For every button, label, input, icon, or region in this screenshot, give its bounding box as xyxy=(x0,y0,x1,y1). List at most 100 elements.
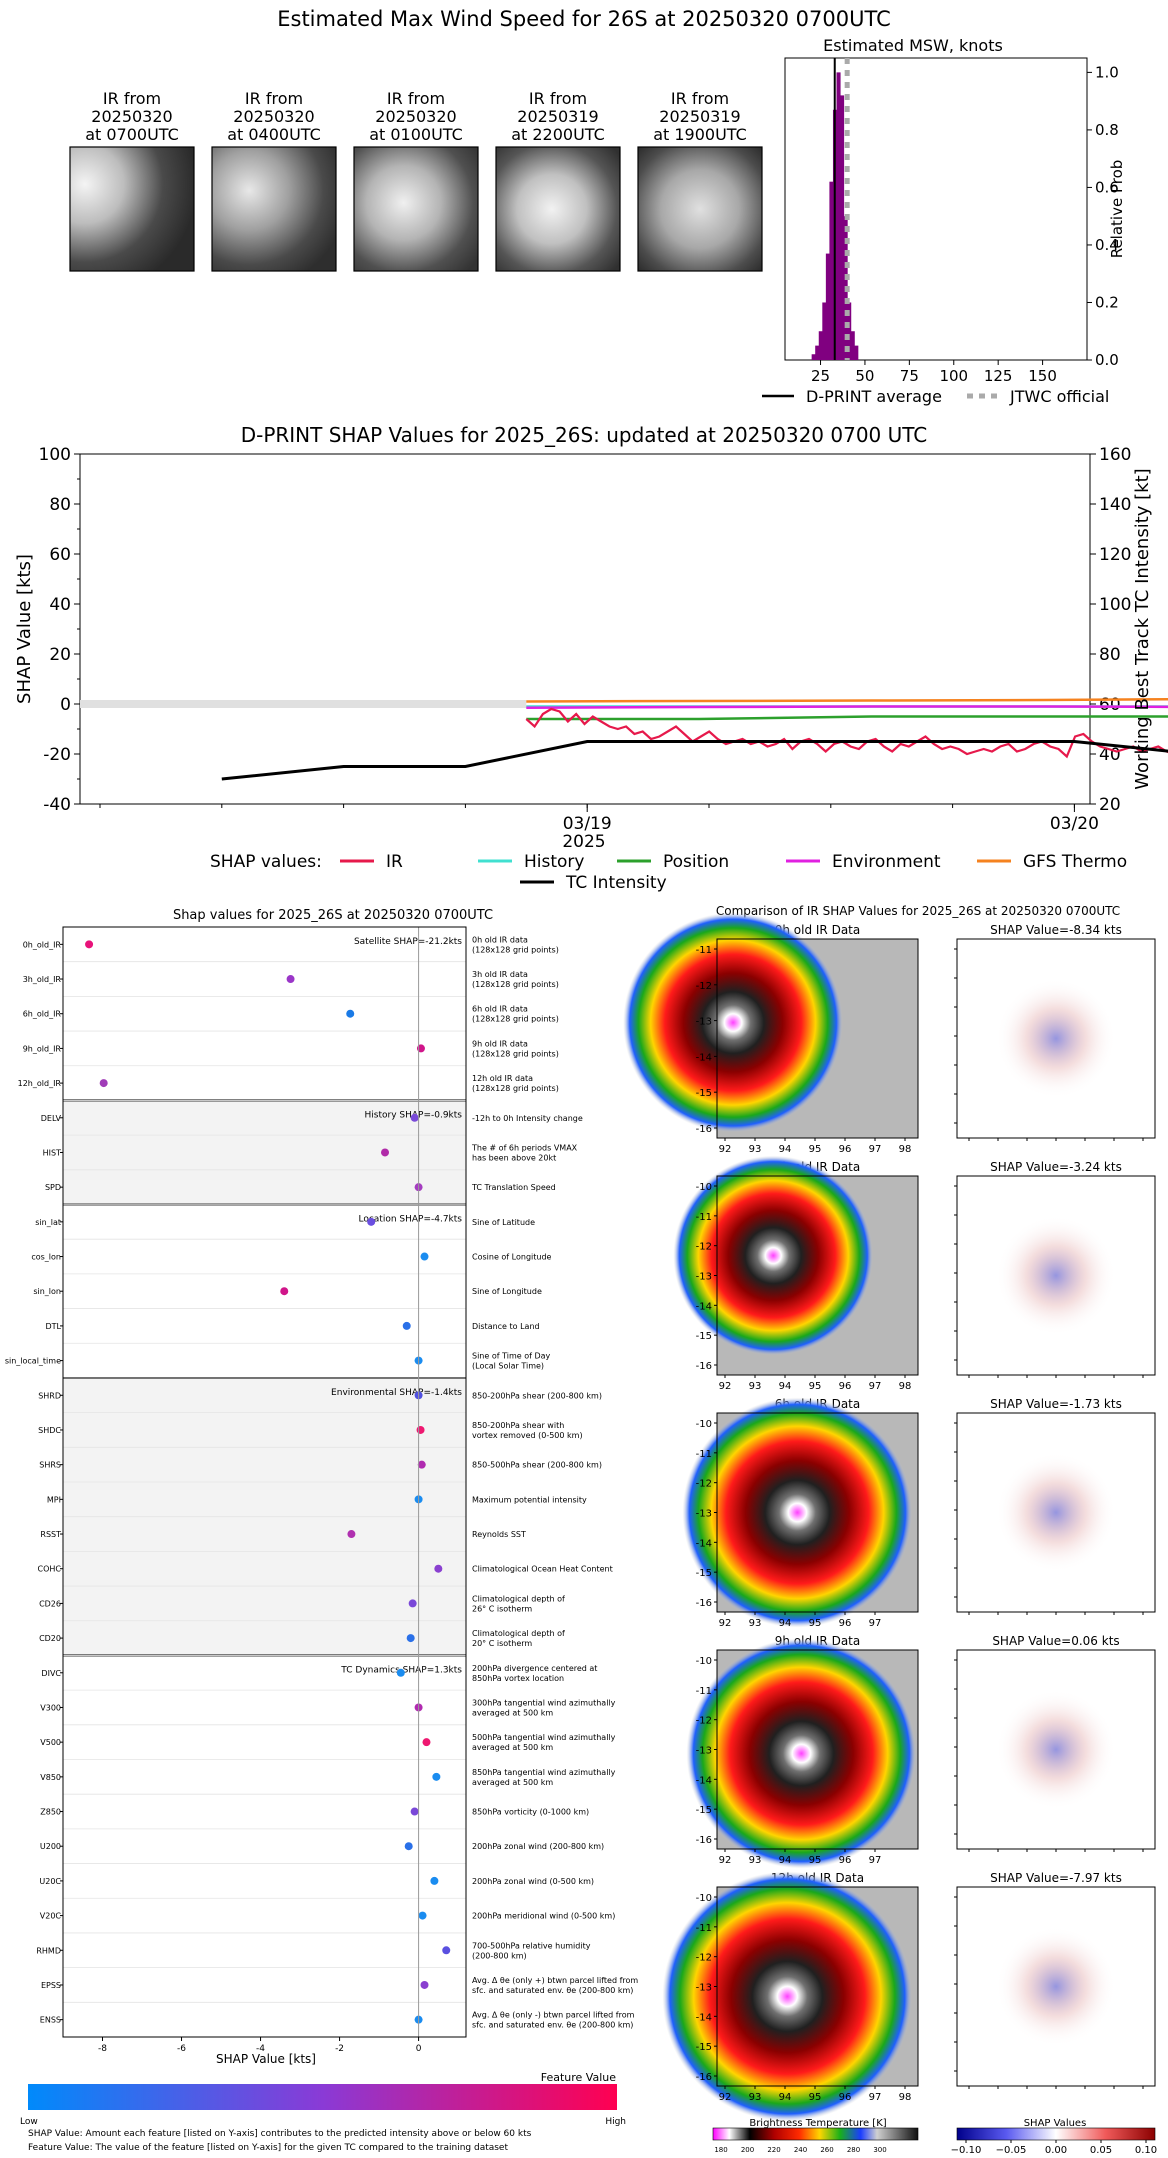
ir-x-tick-label: 94 xyxy=(779,1855,792,1866)
ir-y-tick-label: -16 xyxy=(696,1598,712,1609)
feature-panel-x-label: SHAP Value [kts] xyxy=(216,2052,316,2066)
feature-name-label: SHRD xyxy=(38,1391,61,1400)
shap-panel-title: SHAP Value=0.06 kts xyxy=(992,1634,1119,1648)
ir-thumbnail-image xyxy=(69,146,195,272)
ir-x-tick-label: 97 xyxy=(869,1855,882,1866)
histogram-y-label: Relative Prob xyxy=(1108,160,1126,259)
shap-panel-title: SHAP Value=-8.34 kts xyxy=(990,923,1122,937)
series-line-environment xyxy=(526,705,1168,710)
feature-x-tick-label: -2 xyxy=(335,2044,344,2054)
feature-colorbar-title: Feature Value xyxy=(541,2071,617,2084)
histogram-x-tick-label: 100 xyxy=(939,367,968,385)
histogram-x-tick-label: 125 xyxy=(984,367,1013,385)
ir-x-tick-label: 97 xyxy=(869,2092,882,2103)
feature-description: 850-500hPa shear (200-800 km) xyxy=(472,1461,602,1470)
ir-y-tick-label: -16 xyxy=(696,1124,712,1135)
ir-x-tick-label: 93 xyxy=(749,1618,762,1629)
shap-colorbar-tick-label: 0.05 xyxy=(1090,2145,1112,2156)
feature-description: 500hPa tangential wind azimuthally xyxy=(472,1733,616,1742)
histogram-bar xyxy=(840,95,845,360)
feature-description: 850hPa tangential wind azimuthally xyxy=(472,1768,616,1777)
ir-y-tick-label: -15 xyxy=(696,1805,712,1816)
ir-y-tick-label: -15 xyxy=(696,1568,712,1579)
bt-colorbar-tick-label: 300 xyxy=(873,2146,886,2154)
feature-description: (128x128 grid points) xyxy=(472,945,559,954)
feature-name-label: SHRS xyxy=(39,1461,61,1470)
feature-shap-point xyxy=(420,1980,429,1989)
ir-x-tick-label: 94 xyxy=(779,1618,792,1629)
feature-shap-point xyxy=(430,1876,439,1885)
ts-legend-label: History xyxy=(524,852,584,872)
ir-x-tick-label: 96 xyxy=(839,2092,852,2103)
ir-y-tick-label: -10 xyxy=(696,1893,712,1904)
timeseries-frame xyxy=(79,453,1091,805)
shap-colorbar-tick-label: 0.10 xyxy=(1135,2145,1157,2156)
histogram-y-tick-label: 0.8 xyxy=(1095,121,1119,139)
histogram-y-tick-label: 1.0 xyxy=(1095,63,1119,81)
feature-x-tick-label: -8 xyxy=(98,2044,107,2054)
ir-y-tick-label: -11 xyxy=(696,1212,712,1223)
feature-name-label: cos_lon xyxy=(31,1253,61,1262)
ir-y-tick-label: -15 xyxy=(696,1088,712,1099)
feature-name-label: MPI xyxy=(47,1495,61,1504)
feature-description: Cosine of Longitude xyxy=(472,1253,552,1262)
thumbnail-caption-line1: IR from xyxy=(103,89,161,108)
histogram-bar xyxy=(829,181,834,360)
histogram-x-tick-label: 25 xyxy=(811,367,830,385)
feature-description: vortex removed (0-500 km) xyxy=(472,1431,583,1440)
feature-colorbar xyxy=(28,2084,617,2110)
ir-x-tick-label: 95 xyxy=(809,1144,822,1155)
feature-colorbar-high: High xyxy=(605,2117,626,2127)
ts-y2-tick-label: 160 xyxy=(1099,445,1131,465)
feature-shap-point xyxy=(346,1009,355,1018)
footnote-shap: SHAP Value: Amount each feature [listed … xyxy=(28,2129,532,2139)
histogram-y-tick-label: 0.0 xyxy=(1095,351,1119,369)
feature-description: Sine of Time of Day xyxy=(472,1352,551,1361)
feature-shap-point xyxy=(381,1148,390,1157)
feature-shap-point xyxy=(422,1738,431,1747)
feature-description: Reynolds SST xyxy=(472,1530,526,1539)
histogram-x-tick-label: 75 xyxy=(900,367,919,385)
feature-description: 200hPa zonal wind (200-800 km) xyxy=(472,1842,604,1851)
feature-description: 850-200hPa shear (200-800 km) xyxy=(472,1391,602,1400)
feature-description: (200-800 km) xyxy=(472,1951,527,1960)
feature-description: (128x128 grid points) xyxy=(472,1015,559,1024)
shap-panel-title: SHAP Value=-7.97 kts xyxy=(990,1871,1122,1885)
ts-y-tick-label: 60 xyxy=(49,545,71,565)
ir-x-tick-label: 98 xyxy=(899,1381,912,1392)
ir-y-tick-label: -11 xyxy=(696,1923,712,1934)
ir-shap-comparison-panel: Comparison of IR SHAP Values for 2025_26… xyxy=(623,904,1157,2156)
ts-y2-tick-label: 100 xyxy=(1099,595,1131,615)
feature-description: Sine of Latitude xyxy=(472,1218,535,1227)
feature-description: (128x128 grid points) xyxy=(472,1084,559,1093)
feature-name-label: V500 xyxy=(40,1738,61,1747)
shap-colorbar xyxy=(956,2127,1156,2141)
feature-group-label: Environmental SHAP=-1.4kts xyxy=(331,1388,462,1398)
ts-x-tick-label: 03/19 xyxy=(563,814,612,834)
feature-x-tick-label: 0 xyxy=(416,2044,422,2054)
ts-y-tick-label: 40 xyxy=(49,595,71,615)
feature-description: Climatological depth of xyxy=(472,1629,565,1638)
feature-description: Distance to Land xyxy=(472,1322,540,1331)
shap-attribution-map xyxy=(996,1215,1116,1336)
feature-shap-point xyxy=(396,1668,405,1677)
footnote-feature: Feature Value: The value of the feature … xyxy=(28,2143,508,2153)
shap-colorbar-tick-label: 0.00 xyxy=(1045,2145,1067,2156)
feature-name-label: DIVC xyxy=(41,1669,61,1678)
feature-shap-point xyxy=(418,1911,427,1920)
bt-colorbar-tick-label: 240 xyxy=(794,2146,807,2154)
feature-description: 9h old IR data xyxy=(472,1039,528,1048)
feature-name-label: EPSS xyxy=(41,1981,61,1990)
comparison-title: Comparison of IR SHAP Values for 2025_26… xyxy=(716,904,1120,918)
ir-x-tick-label: 92 xyxy=(719,1855,732,1866)
ir-storm-image xyxy=(686,1638,916,1868)
ir-y-tick-label: -10 xyxy=(696,1656,712,1667)
ir-x-tick-label: 95 xyxy=(809,1618,822,1629)
feature-description: averaged at 500 km xyxy=(472,1778,553,1787)
feature-description: 26° C isotherm xyxy=(472,1604,532,1613)
thumbnail-caption-line2: 20250320 xyxy=(233,107,314,126)
ir-y-tick-label: -11 xyxy=(696,1449,712,1460)
bt-colorbar-tick-label: 260 xyxy=(820,2146,833,2154)
